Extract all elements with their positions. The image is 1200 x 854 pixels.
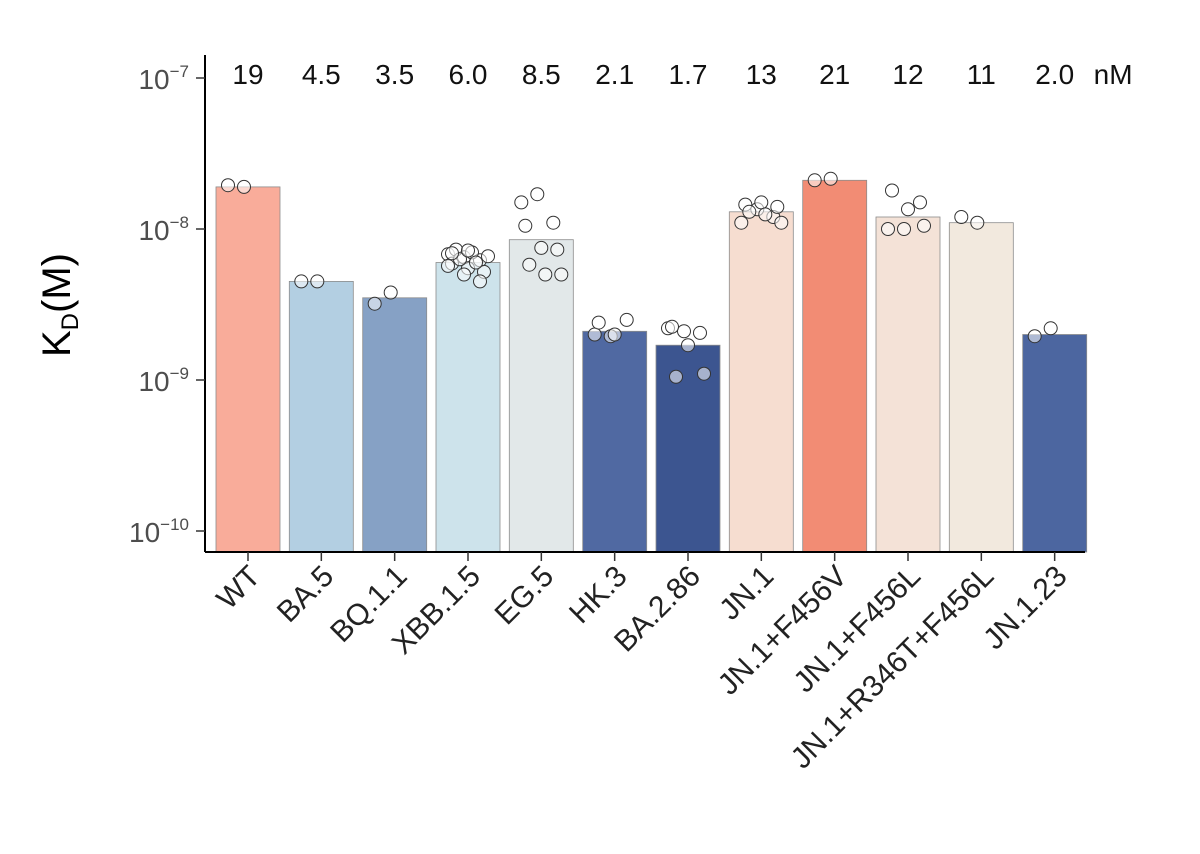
category-label: EG.5 [489, 560, 561, 632]
data-point [518, 218, 533, 233]
value-label: 1.7 [669, 59, 708, 90]
data-point [669, 369, 683, 384]
bar-jn-1 [728, 211, 794, 553]
points-layer [221, 171, 1058, 384]
data-point [881, 222, 895, 236]
y-tick-label: 10−9 [138, 364, 189, 397]
data-point [310, 274, 325, 289]
data-point [913, 195, 927, 210]
data-point [807, 173, 822, 188]
data-point [742, 204, 757, 219]
bar-jn-1-r346t-f456l [948, 222, 1014, 553]
data-point [237, 179, 251, 194]
data-point [823, 171, 838, 186]
data-point [734, 215, 749, 230]
data-point [514, 195, 529, 210]
bar-eg-5 [508, 239, 574, 553]
value-label: 2.0 [1035, 59, 1074, 90]
bar-ba-2-86 [655, 344, 721, 553]
data-point [534, 240, 549, 255]
data-point [697, 366, 711, 381]
data-point [441, 258, 455, 273]
data-point [522, 257, 537, 272]
bar-ba-5 [288, 280, 354, 553]
value-label: 11 [967, 59, 996, 90]
data-point [1043, 321, 1058, 336]
data-point [461, 243, 475, 258]
value-label: 21 [819, 59, 850, 90]
category-label: JN.1 [713, 560, 780, 627]
data-point [758, 207, 773, 222]
data-point [677, 324, 691, 339]
data-point [546, 215, 561, 230]
category-label: JN.1.23 [977, 560, 1073, 656]
value-label: 4.5 [302, 59, 341, 90]
data-point [917, 218, 931, 233]
data-point [885, 183, 899, 198]
data-point [367, 296, 382, 311]
bar-jn-1-f456l [875, 216, 941, 553]
data-point [469, 255, 483, 270]
value-label: 6.0 [449, 59, 488, 90]
data-point [901, 202, 915, 217]
y-tick-label: 10−7 [138, 62, 189, 95]
data-point [554, 267, 569, 282]
value-label: 3.5 [375, 59, 414, 90]
value-label: 19 [232, 59, 263, 90]
data-point [693, 325, 707, 340]
data-point [774, 215, 789, 230]
data-point [681, 338, 695, 353]
data-point [473, 274, 487, 289]
value-label: 12 [892, 59, 923, 90]
y-ticks-layer: 10−7 10−8 10−9 10−10 [129, 62, 205, 548]
data-point [294, 274, 309, 289]
bar-jn-1-23 [1022, 334, 1088, 553]
value-labels-layer: 19 4.5 3.5 6.0 8.5 2.1 1.7 13 21 12 11 2.0 nM [232, 59, 1132, 90]
data-point [591, 315, 606, 330]
data-point [457, 267, 471, 282]
value-label: 8.5 [522, 59, 561, 90]
data-point [383, 285, 398, 300]
bar-xbb-1-5 [435, 262, 501, 553]
data-point [550, 242, 565, 257]
y-axis-label: KD(M) [35, 253, 84, 357]
data-point [221, 178, 235, 193]
data-point [445, 246, 459, 261]
y-tick-label: 10−8 [138, 213, 189, 246]
data-point [1027, 329, 1042, 344]
y-tick-label: 10−10 [129, 515, 189, 548]
data-point [770, 199, 785, 214]
bars-layer [215, 179, 1088, 553]
data-point [530, 187, 545, 202]
unit-label: nM [1094, 59, 1133, 90]
value-label: 13 [746, 59, 777, 90]
data-point [538, 267, 553, 282]
bar-bq-1-1 [362, 297, 428, 553]
value-label: 2.1 [595, 59, 634, 90]
bar-wt [215, 186, 281, 553]
data-point [897, 222, 911, 236]
data-point [481, 249, 495, 264]
bar-hk-3 [582, 330, 648, 553]
data-point [754, 195, 769, 210]
data-point [954, 210, 969, 224]
data-point [587, 327, 602, 342]
data-point [665, 319, 679, 334]
data-point [607, 327, 622, 342]
data-point [619, 312, 634, 327]
category-label: WT [211, 560, 267, 616]
category-label: BA.5 [271, 560, 340, 629]
bar-jn-1-f456v [802, 179, 868, 553]
axes-layer [204, 55, 1085, 553]
data-point [970, 215, 985, 230]
